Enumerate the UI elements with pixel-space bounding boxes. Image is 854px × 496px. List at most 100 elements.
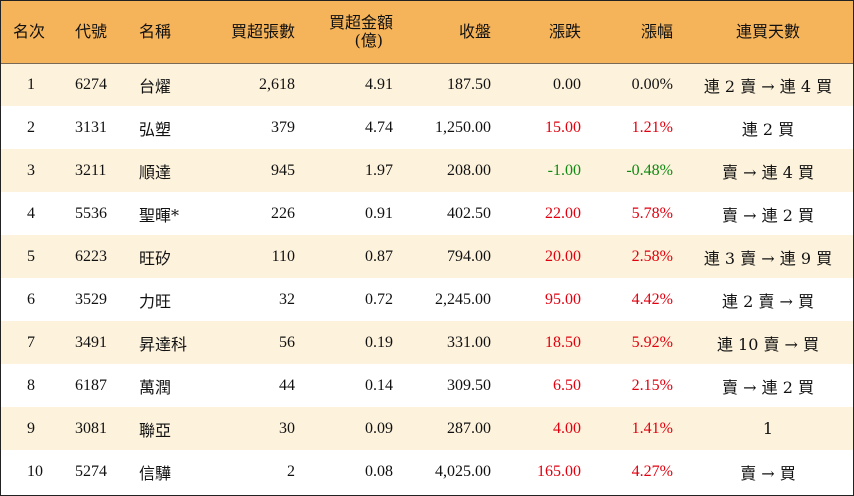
table-row[interactable]: 2 3131 弘塑 379 4.74 1,250.00 15.00 1.21% 連 2 買	[1, 106, 853, 149]
cell-code: 6274	[75, 75, 107, 93]
cell-consecutive-days: 1	[762, 419, 774, 438]
cell-change: 20.00	[545, 247, 581, 265]
cell-close: 208.00	[447, 161, 491, 179]
cell-close: 4,025.00	[435, 462, 491, 480]
cell-change-pct: 2.15%	[631, 376, 673, 394]
cell-code: 3211	[75, 161, 107, 179]
cell-net-buy-amount: 1.97	[365, 161, 393, 179]
cell-name: 聯亞	[139, 420, 172, 440]
cell-change: -1.00	[547, 161, 581, 179]
header-change-pct[interactable]: 漲幅	[591, 1, 683, 64]
cell-name: 台燿	[139, 76, 172, 96]
cell-code: 3491	[75, 333, 107, 351]
cell-net-buy-lots: 2,618	[259, 75, 295, 93]
table-row[interactable]: 5 6223 旺矽 110 0.87 794.00 20.00 2.58% 連 3 賣 → 連 …	[1, 235, 853, 278]
cell-change: 6.50	[553, 376, 581, 394]
cell-change-pct: 5.92%	[631, 333, 673, 351]
header-net-buy-lots[interactable]: 買超張數	[217, 1, 305, 64]
header-change[interactable]: 漲跌	[501, 1, 591, 64]
cell-net-buy-amount: 0.72	[365, 290, 393, 308]
cell-name: 聖暉*	[139, 205, 180, 225]
cell-net-buy-amount: 0.91	[365, 204, 393, 222]
cell-close: 402.50	[447, 204, 491, 222]
cell-change: 4.00	[553, 419, 581, 437]
cell-code: 6223	[75, 247, 107, 265]
cell-close: 187.50	[447, 75, 491, 93]
header-consecutive-days[interactable]: 連買天數	[683, 1, 853, 64]
cell-consecutive-days: 賣 → 連 4 買	[722, 162, 814, 182]
cell-rank: 7	[27, 333, 35, 351]
cell-consecutive-days: 連 3 賣 → 連 9 買	[703, 248, 833, 268]
cell-net-buy-lots: 2	[287, 462, 295, 480]
cell-net-buy-lots: 379	[271, 118, 295, 136]
table-row[interactable]: 7 3491 昇達科 56 0.19 331.00 18.50 5.92% 連 10 賣 → 買	[1, 321, 853, 364]
cell-rank: 3	[27, 161, 35, 179]
table-row[interactable]: 4 5536 聖暉* 226 0.91 402.50 22.00 5.78% 賣 → 連 2 買	[1, 192, 853, 235]
cell-code: 3529	[75, 290, 107, 308]
cell-name: 萬潤	[139, 377, 172, 397]
cell-change-pct: 2.58%	[631, 247, 673, 265]
cell-net-buy-lots: 44	[279, 376, 295, 394]
table-row[interactable]: 3 3211 順達 945 1.97 208.00 -1.00 -0.48% 賣 → 連 4 買	[1, 149, 853, 192]
cell-name: 旺矽	[139, 248, 172, 268]
table-row[interactable]: 9 3081 聯亞 30 0.09 287.00 4.00 1.41% 1	[1, 407, 853, 450]
cell-change: 22.00	[545, 204, 581, 222]
cell-consecutive-days: 連 10 賣 → 買	[716, 334, 820, 354]
cell-change-pct: 4.42%	[631, 290, 673, 308]
cell-name: 弘塑	[139, 119, 172, 139]
header-net-buy-amount-unit: (億)	[354, 30, 384, 50]
cell-code: 5274	[75, 462, 107, 480]
cell-net-buy-amount: 0.09	[365, 419, 393, 437]
cell-net-buy-lots: 32	[279, 290, 295, 308]
cell-net-buy-amount: 0.19	[365, 333, 393, 351]
cell-net-buy-amount: 0.14	[365, 376, 393, 394]
header-name[interactable]: 名稱	[137, 1, 217, 64]
cell-code: 3131	[75, 118, 107, 136]
table-row[interactable]: 6 3529 力旺 32 0.72 2,245.00 95.00 4.42% 連 2 賣 → 買	[1, 278, 853, 321]
cell-close: 331.00	[447, 333, 491, 351]
cell-consecutive-days: 連 2 賣 → 連 4 買	[703, 76, 833, 96]
cell-rank: 1	[27, 75, 35, 93]
cell-change-pct: 1.41%	[631, 419, 673, 437]
header-net-buy-amount-title: 買超金額	[328, 12, 393, 32]
table-row[interactable]: 10 5274 信驊 2 0.08 4,025.00 165.00 4.27% 賣 → 買	[1, 450, 853, 493]
header-code[interactable]: 代號	[65, 1, 137, 64]
cell-change: 18.50	[545, 333, 581, 351]
cell-rank: 9	[27, 419, 35, 437]
cell-consecutive-days: 賣 → 買	[740, 463, 796, 483]
table-header-row: 名次 代號 名稱 買超張數 買超金額 (億) 收盤 漲跌 漲幅 連買天數	[1, 1, 853, 64]
cell-name: 信驊	[139, 463, 172, 483]
header-close[interactable]: 收盤	[403, 1, 501, 64]
header-rank[interactable]: 名次	[1, 1, 65, 64]
cell-name: 昇達科	[139, 334, 188, 354]
cell-net-buy-lots: 30	[279, 419, 295, 437]
cell-change-pct: -0.48%	[626, 161, 673, 179]
cell-net-buy-lots: 226	[271, 204, 295, 222]
header-net-buy-amount[interactable]: 買超金額 (億)	[305, 1, 403, 64]
cell-rank: 5	[27, 247, 35, 265]
cell-net-buy-amount: 4.74	[365, 118, 393, 136]
cell-change: 95.00	[545, 290, 581, 308]
cell-close: 794.00	[447, 247, 491, 265]
cell-close: 287.00	[447, 419, 491, 437]
cell-consecutive-days: 連 2 買	[741, 119, 795, 139]
cell-change-pct: 0.00%	[631, 75, 673, 93]
cell-net-buy-amount: 4.91	[365, 75, 393, 93]
cell-close: 1,250.00	[435, 118, 491, 136]
cell-rank: 4	[27, 204, 35, 222]
cell-net-buy-lots: 110	[271, 247, 295, 265]
cell-close: 2,245.00	[435, 290, 491, 308]
table-row[interactable]: 1 6274 台燿 2,618 4.91 187.50 0.00 0.00% 連 2 賣 → 連…	[1, 63, 853, 106]
cell-code: 6187	[75, 376, 107, 394]
cell-rank: 2	[27, 118, 35, 136]
cell-rank: 6	[27, 290, 35, 308]
table-row[interactable]: 8 6187 萬潤 44 0.14 309.50 6.50 2.15% 賣 → 連 2 買	[1, 364, 853, 407]
cell-change-pct: 1.21%	[631, 118, 673, 136]
cell-rank: 8	[27, 376, 35, 394]
cell-consecutive-days: 賣 → 連 2 買	[722, 377, 814, 397]
cell-close: 309.50	[447, 376, 491, 394]
cell-code: 3081	[75, 419, 107, 437]
cell-change: 165.00	[537, 462, 581, 480]
